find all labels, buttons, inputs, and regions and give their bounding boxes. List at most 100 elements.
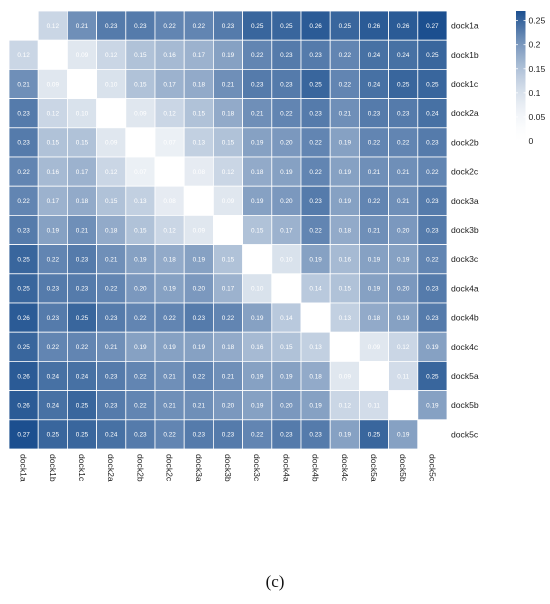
cell-value-label: 0.25	[17, 257, 30, 264]
cell-value-label: 0.25	[280, 23, 293, 30]
cell-value-label: 0.23	[222, 432, 235, 439]
cell-value-label: 0.20	[397, 286, 410, 293]
cell-value-label: 0.15	[134, 81, 147, 88]
cell-value-label: 0.21	[339, 111, 352, 118]
heatmap-cell	[417, 10, 448, 41]
heatmap-cell	[358, 273, 389, 304]
cell-value-label: 0.14	[280, 315, 293, 322]
x-tick-label: dock5c	[427, 454, 437, 482]
cell-value-label: 0.25	[17, 286, 30, 293]
heatmap-cell	[8, 10, 39, 41]
cell-value-label: 0.23	[222, 23, 235, 30]
cell-value-label: 0.20	[280, 140, 293, 147]
heatmap-cell	[329, 127, 360, 158]
cell-value-label: 0.22	[193, 373, 206, 380]
cell-value-label: 0.23	[309, 198, 322, 205]
heatmap-cell	[417, 69, 448, 100]
cell-value-label: 0.20	[134, 286, 147, 293]
cell-value-label: 0.23	[426, 227, 439, 234]
y-tick-label: dock2b	[451, 137, 479, 147]
heatmap-cell	[417, 302, 448, 333]
cell-value-label: 0.22	[163, 315, 176, 322]
heatmap-cell	[417, 360, 448, 391]
heatmap-cell	[271, 156, 302, 187]
heatmap-cell	[212, 244, 243, 275]
heatmap-cell	[358, 214, 389, 245]
heatmap-cell	[388, 185, 419, 216]
colorbar-tick-label: 0	[529, 136, 534, 146]
heatmap-cell	[183, 302, 214, 333]
heatmap-cell	[8, 69, 39, 100]
heatmap-cell	[417, 390, 448, 421]
cell-value-label: 0.19	[426, 344, 439, 351]
cell-value-label: 0.15	[76, 140, 89, 147]
cell-value-label: 0.19	[309, 403, 322, 410]
cell-value-label: 0.23	[17, 111, 30, 118]
cell-value-label: 0.15	[251, 227, 264, 234]
heatmap-cell	[300, 10, 331, 41]
cell-value-label: 0.20	[193, 286, 206, 293]
cell-value-label: 0.23	[134, 23, 147, 30]
heatmap-cell	[183, 39, 214, 70]
heatmap-cell	[417, 39, 448, 70]
cell-value-label: 0.15	[193, 111, 206, 118]
cell-value-label: 0.22	[309, 169, 322, 176]
cell-value-label: 0.25	[76, 403, 89, 410]
heatmap-cell	[212, 156, 243, 187]
cell-value-label: 0.09	[76, 52, 89, 59]
cell-value-label: 0.21	[163, 373, 176, 380]
cell-value-label: 0.07	[134, 169, 147, 176]
cell-value-label: 0.16	[163, 52, 176, 59]
heatmap-cell	[125, 360, 156, 391]
cell-value-label: 0.09	[47, 81, 60, 88]
cell-value-label: 0.21	[76, 23, 89, 30]
y-tick-label: dock5b	[451, 400, 479, 410]
heatmap-cell	[183, 98, 214, 129]
cell-value-label: 0.23	[397, 111, 410, 118]
y-tick-label: dock5a	[451, 371, 479, 381]
cell-value-label: 0.20	[397, 227, 410, 234]
heatmap-cell	[37, 10, 68, 41]
cell-value-label: 0.22	[134, 403, 147, 410]
cell-value-label: 0.21	[368, 227, 381, 234]
heatmap-cell	[358, 390, 389, 421]
cell-value-label: 0.19	[280, 373, 293, 380]
cell-value-label: 0.19	[134, 344, 147, 351]
cell-value-label: 0.19	[251, 403, 264, 410]
cell-value-label: 0.18	[339, 227, 352, 234]
heatmap-cell	[271, 98, 302, 129]
heatmap-cell	[358, 331, 389, 362]
cell-value-label: 0.15	[280, 344, 293, 351]
heatmap-cell	[183, 10, 214, 41]
heatmap-cell	[125, 98, 156, 129]
cell-value-label: 0.21	[105, 344, 118, 351]
cell-value-label: 0.23	[134, 432, 147, 439]
cell-value-label: 0.23	[47, 286, 60, 293]
cell-value-label: 0.23	[193, 432, 206, 439]
heatmap-cell	[300, 302, 331, 333]
cell-value-label: 0.19	[339, 432, 352, 439]
heatmap-cell	[358, 360, 389, 391]
cell-value-label: 0.19	[280, 169, 293, 176]
cell-value-label: 0.26	[368, 23, 381, 30]
heatmap-cell	[212, 302, 243, 333]
cell-value-label: 0.19	[368, 286, 381, 293]
heatmap-cell	[212, 185, 243, 216]
y-tick-label: dock5c	[451, 429, 479, 439]
heatmap-cell	[8, 419, 39, 450]
cell-value-label: 0.22	[368, 140, 381, 147]
y-tick-label: dock3a	[451, 196, 479, 206]
heatmap-cell	[96, 419, 127, 450]
heatmap-cell	[8, 214, 39, 245]
cell-value-label: 0.25	[309, 81, 322, 88]
cell-value-label: 0.22	[397, 140, 410, 147]
cell-value-label: 0.16	[47, 169, 60, 176]
cell-value-label: 0.25	[368, 432, 381, 439]
cell-value-label: 0.19	[222, 52, 235, 59]
cell-value-label: 0.23	[76, 257, 89, 264]
heatmap-cell	[8, 273, 39, 304]
cell-value-label: 0.22	[222, 315, 235, 322]
heatmap-cell	[242, 69, 273, 100]
cell-value-label: 0.09	[134, 111, 147, 118]
heatmap-cell	[183, 390, 214, 421]
